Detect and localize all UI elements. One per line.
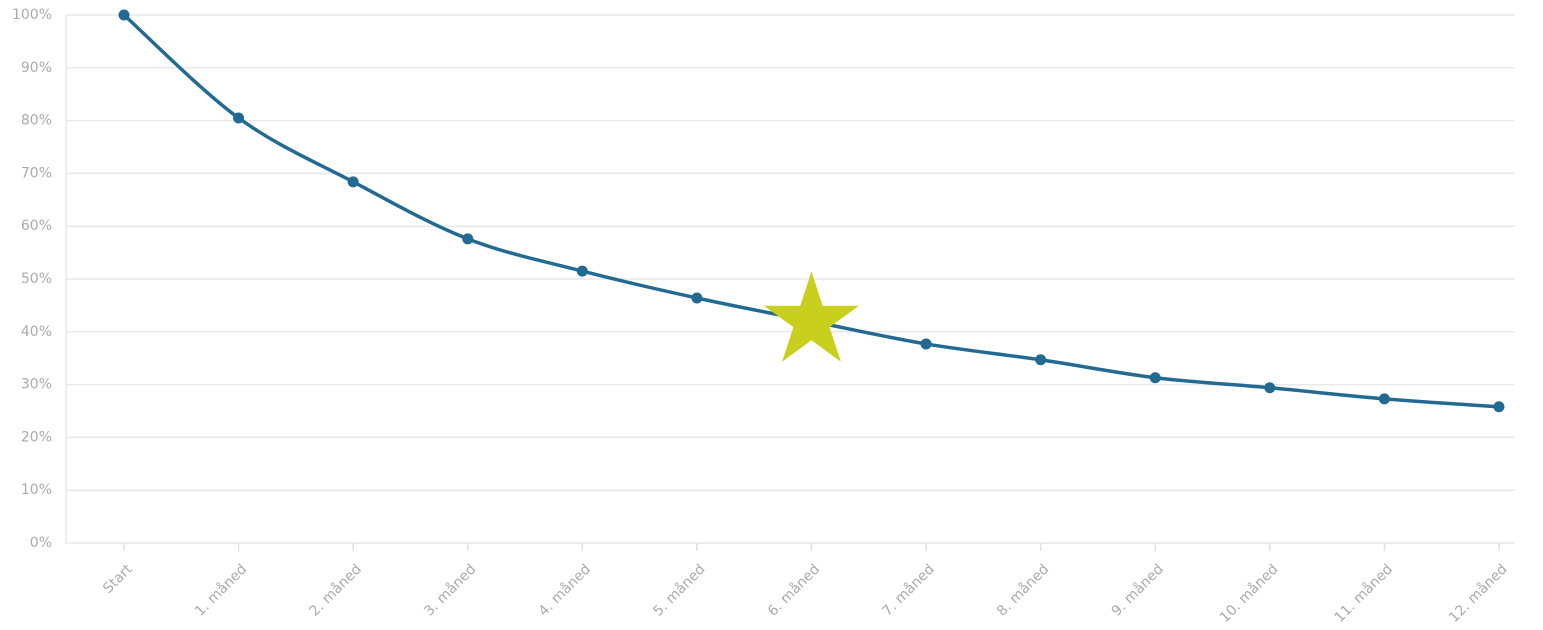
x-tick-label: 10. måned [1216, 561, 1281, 626]
x-tick-label: Start [100, 561, 136, 597]
y-tick-label: 0% [30, 535, 52, 551]
highlight-star [763, 271, 860, 362]
y-tick-label: 60% [21, 218, 52, 234]
point [1149, 372, 1161, 384]
point [691, 292, 703, 304]
point [1378, 393, 1390, 405]
point [1493, 401, 1505, 413]
point [347, 176, 359, 188]
point [462, 233, 474, 245]
x-tick-label: 3. måned [420, 561, 479, 620]
x-tick-label: 7. måned [879, 561, 938, 620]
x-tick-label: 9. måned [1108, 561, 1167, 620]
y-tick-label: 40% [21, 324, 52, 340]
y-tick-label: 100% [12, 7, 52, 23]
point [233, 112, 245, 124]
y-tick-label: 90% [21, 60, 52, 76]
y-tick-label: 30% [21, 377, 52, 393]
x-tick-label: 6. måned [764, 561, 823, 620]
point [118, 9, 130, 21]
x-tick-label: 1. måned [191, 561, 250, 620]
x-tick-label: 5. måned [650, 561, 709, 620]
x-tick-label: 8. måned [993, 561, 1052, 620]
y-tick-label: 70% [21, 165, 52, 181]
x-tick-label: 12. måned [1445, 561, 1510, 626]
y-tick-label: 10% [21, 482, 52, 498]
x-tick-label: 11. måned [1331, 561, 1396, 626]
point [1264, 382, 1276, 394]
x-tick-label: 4. måned [535, 561, 594, 620]
y-tick-label: 80% [21, 113, 52, 129]
y-tick-label: 20% [21, 429, 52, 445]
y-tick-label: 50% [21, 271, 52, 287]
point [1035, 354, 1047, 366]
point [920, 338, 932, 350]
line [122, 13, 1500, 409]
point [576, 265, 588, 277]
x-tick-label: 2. måned [306, 561, 365, 620]
